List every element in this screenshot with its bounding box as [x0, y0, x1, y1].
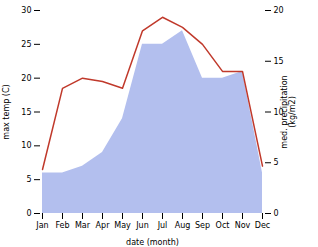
- svg-text:20: 20: [21, 74, 31, 83]
- svg-text:Jul: Jul: [157, 221, 168, 230]
- svg-text:Oct: Oct: [216, 221, 230, 230]
- svg-text:0: 0: [26, 209, 31, 218]
- svg-text:5: 5: [274, 158, 279, 167]
- svg-text:5: 5: [26, 175, 31, 184]
- svg-text:Jun: Jun: [135, 221, 149, 230]
- svg-text:Dec: Dec: [255, 221, 270, 230]
- svg-text:Apr: Apr: [96, 221, 111, 230]
- svg-text:date (month): date (month): [126, 238, 179, 247]
- svg-text:Aug: Aug: [175, 221, 191, 230]
- svg-text:15: 15: [274, 57, 284, 66]
- svg-text:med. precipitation(kg/m2): med. precipitation(kg/m2): [280, 75, 297, 148]
- svg-text:0: 0: [274, 209, 279, 218]
- svg-text:20: 20: [274, 6, 284, 15]
- svg-text:Sep: Sep: [195, 221, 210, 230]
- svg-text:May: May: [114, 221, 131, 230]
- svg-text:Mar: Mar: [75, 221, 91, 230]
- svg-text:25: 25: [21, 40, 31, 49]
- svg-text:15: 15: [21, 108, 31, 117]
- svg-text:30: 30: [21, 6, 31, 15]
- svg-text:Nov: Nov: [235, 221, 251, 230]
- svg-text:Feb: Feb: [55, 221, 69, 230]
- svg-text:max temp (C): max temp (C): [2, 84, 11, 139]
- svg-text:10: 10: [21, 141, 31, 150]
- svg-text:Jan: Jan: [35, 221, 48, 230]
